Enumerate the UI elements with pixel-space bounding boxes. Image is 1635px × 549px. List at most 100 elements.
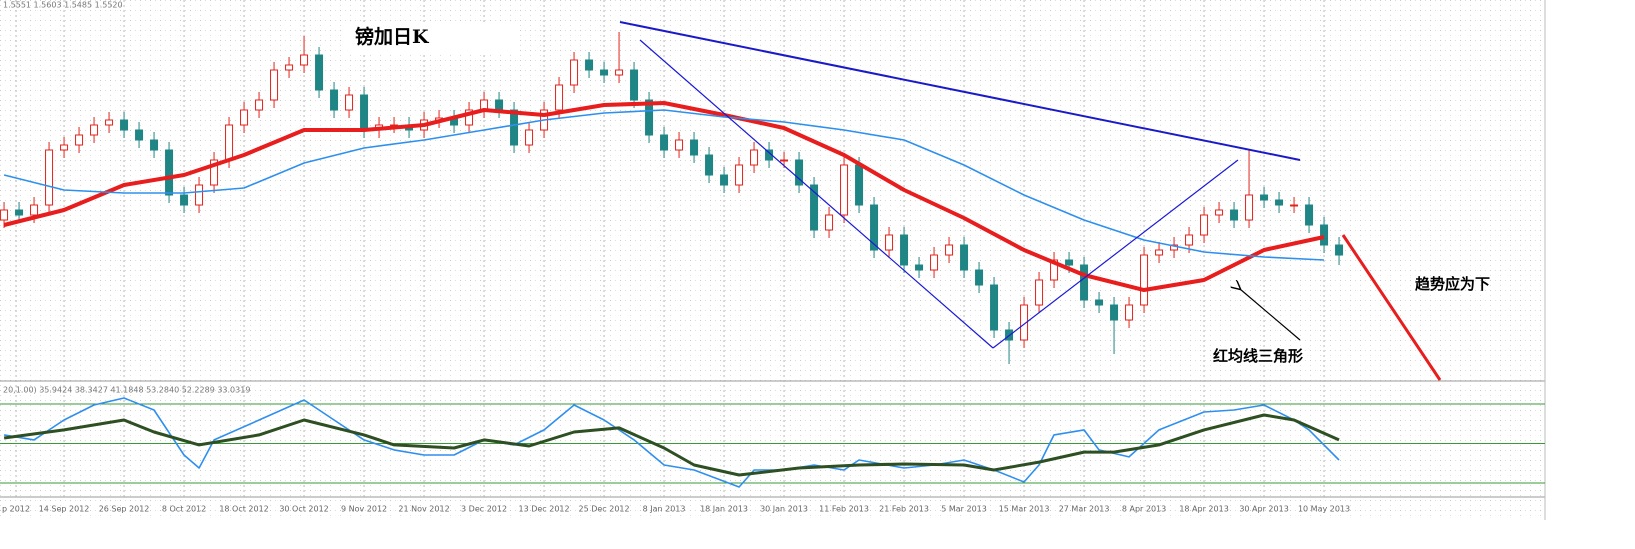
candle-body [225,124,234,161]
candle-body [465,109,474,126]
candle-body [1290,204,1299,207]
candle-body [240,109,249,126]
candle-body [60,144,69,151]
candle-body [330,89,339,111]
candle-body [720,174,729,186]
x-tick-label: 18 Jan 2013 [700,505,748,514]
x-tick-label: 3 Dec 2012 [461,505,507,514]
candle-body [960,244,969,271]
candle-body [600,69,609,76]
candle-body [1305,204,1314,226]
candle-body [825,214,834,231]
candle-body [1215,209,1224,216]
x-tick-label: 21 Feb 2013 [879,505,929,514]
candle-body [630,69,639,101]
candle-body [690,139,699,156]
candle-body [735,164,744,186]
x-tick-label: 10 May 2013 [1298,505,1350,514]
x-tick-label: 11 Feb 2013 [819,505,869,514]
chart-title: 镑加日K [355,25,430,48]
indicator-line [3,413,1340,477]
price-header: 1.5551 1.5603 1.5485 1.5520 [3,1,123,10]
x-tick-label: 21 Nov 2012 [398,505,449,514]
candle-body [750,149,759,166]
candle-body [915,264,924,271]
candle-body [345,94,354,111]
candle-body [210,159,219,186]
trend-line [639,39,994,349]
candle-body [1155,249,1164,256]
candle-body [1125,304,1134,321]
x-tick-label: 13 Dec 2012 [518,505,569,514]
candle-body [1230,209,1239,221]
candle-body [1275,199,1284,206]
candle-body [1260,194,1269,201]
candle-body [360,94,369,131]
candle-body [1200,214,1209,236]
candle-body [990,284,999,331]
candle-body [15,209,24,216]
candle-body [270,69,279,101]
x-tick-label: 30 Oct 2012 [279,505,328,514]
x-tick-label: 8 Jan 2013 [643,505,686,514]
candle-body [30,204,39,216]
x-tick-label: p 2012 [2,505,30,514]
candle-body [975,269,984,286]
candle-body [705,154,714,176]
forecast-line [1341,234,1442,381]
candle-body [150,139,159,151]
candle-body [555,84,564,111]
candle-body [495,99,504,111]
grid-background [0,0,1545,520]
candle-body [180,194,189,206]
annotation: 趋势应为下 [1415,275,1490,293]
x-tick-label: 9 Nov 2012 [341,505,387,514]
candle-body [570,59,579,86]
oscillator-header: 20,1.00) 35.9424 38.3427 41.1848 53.2840… [3,386,250,395]
candle-body [135,129,144,141]
candle-body [885,234,894,251]
candle-body [810,184,819,231]
candle-body [1035,279,1044,306]
candle-body [930,254,939,271]
candle-body [105,119,114,126]
candle-body [255,99,264,111]
candle-body [510,109,519,146]
candle-body [900,234,909,266]
x-tick-label: 25 Dec 2012 [578,505,629,514]
annotation: 红均线三角形 [1213,347,1303,365]
indicator-line [3,101,1325,292]
candle-body [645,99,654,136]
candle-body [870,204,879,251]
candle-body [0,209,9,221]
trend-line [619,21,1301,161]
candle-body [315,54,324,91]
candle-body [615,69,624,76]
candle-body [780,159,789,162]
candle-body [855,164,864,206]
x-tick-label: 18 Apr 2013 [1179,505,1228,514]
candle-body [300,54,309,66]
candle-body [1095,299,1104,306]
candle-body [1245,194,1254,221]
candle-body [585,59,594,71]
candle-body [1140,254,1149,306]
candle-body [285,64,294,71]
x-tick-label: 18 Oct 2012 [219,505,268,514]
candle-body [1110,304,1119,321]
candle-body [945,244,954,256]
x-tick-label: 27 Mar 2013 [1059,505,1110,514]
candle-body [1065,259,1074,266]
x-tick-label: 30 Jan 2013 [760,505,808,514]
candle-body [75,134,84,146]
x-tick-label: 30 Apr 2013 [1239,505,1288,514]
candle-body [165,149,174,196]
candle-body [840,164,849,216]
candle-body [1080,264,1089,301]
candle-body [525,129,534,146]
arrow [1240,289,1301,341]
x-tick-label: 14 Sep 2012 [39,505,90,514]
x-tick-label: 26 Sep 2012 [99,505,150,514]
candle-body [195,184,204,206]
